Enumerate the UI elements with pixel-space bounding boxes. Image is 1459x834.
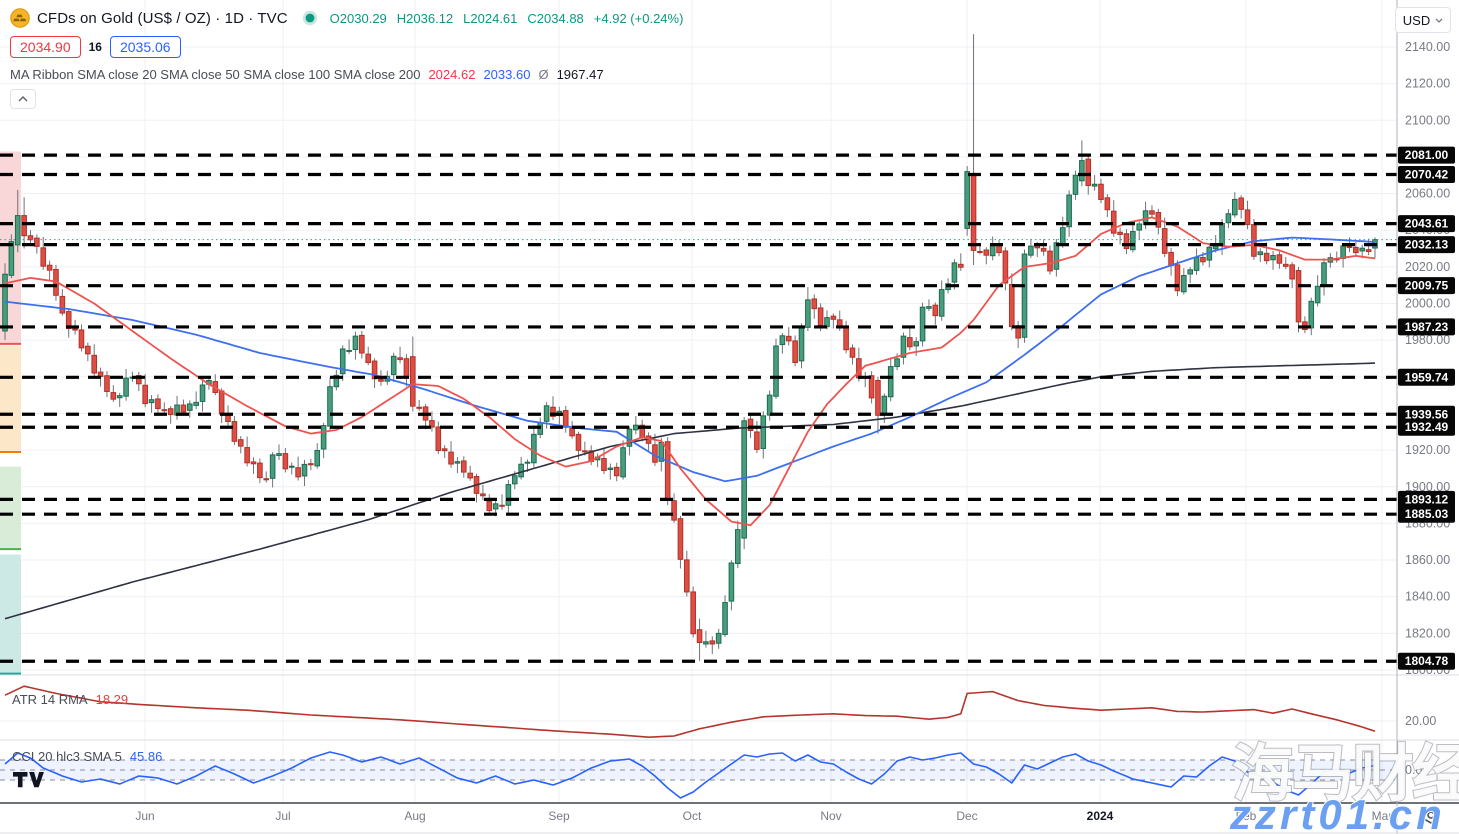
svg-text:1840.00: 1840.00 — [1405, 590, 1450, 604]
svg-text:2060.00: 2060.00 — [1405, 187, 1450, 201]
svg-text:zzrt01.cn: zzrt01.cn — [1229, 791, 1446, 834]
svg-text:0.00: 0.00 — [1405, 763, 1429, 777]
svg-text:2120.00: 2120.00 — [1405, 77, 1450, 91]
currency-label: USD — [1402, 12, 1431, 28]
open-value: O2030.29 — [329, 10, 387, 26]
atr-label: ATR 14 RMA — [12, 692, 88, 707]
ohlc-values: O2030.29 H2036.12 L2024.61 C2034.88 +4.9… — [330, 11, 684, 26]
symbol-title[interactable]: CFDs on Gold (US$ / OZ) · 1D · TVC — [37, 9, 288, 27]
symbol-legend: CFDs on Gold (US$ / OZ) · 1D · TVC O2030… — [10, 5, 683, 109]
currency-dropdown[interactable]: USD — [1395, 7, 1451, 33]
svg-text:1920.00: 1920.00 — [1405, 443, 1450, 457]
cci-legend: CCI 20 hlc3 SMA 5 45.86 — [12, 749, 162, 764]
svg-text:1980.00: 1980.00 — [1405, 333, 1450, 347]
average-symbol: Ø — [538, 67, 549, 82]
svg-text:Mar: Mar — [1372, 809, 1393, 823]
ma-ribbon-legend: MA Ribbon SMA close 20 SMA close 50 SMA … — [10, 67, 683, 82]
svg-text:1987.23: 1987.23 — [1405, 320, 1449, 334]
svg-text:1804.78: 1804.78 — [1405, 654, 1449, 668]
svg-text:2000.00: 2000.00 — [1405, 297, 1450, 311]
candles-layer — [2, 34, 1378, 661]
sma50-value: 2033.60 — [483, 67, 531, 82]
axis-settings-gear-icon[interactable] — [1423, 806, 1439, 824]
gold-coin-icon — [10, 8, 30, 28]
cci-label: CCI 20 hlc3 SMA 5 — [12, 749, 122, 764]
svg-text:1893.12: 1893.12 — [1405, 492, 1449, 506]
svg-text:2009.75: 2009.75 — [1405, 279, 1449, 293]
quote-row: 2034.90 16 2035.06 — [10, 36, 683, 58]
svg-text:Aug: Aug — [404, 809, 425, 823]
atr-legend: ATR 14 RMA 18.29 — [12, 692, 128, 707]
svg-text:2100.00: 2100.00 — [1405, 113, 1450, 127]
sma200-value: 1967.47 — [556, 67, 604, 82]
sell-button[interactable]: 2034.90 — [10, 36, 81, 58]
svg-text:Dec: Dec — [956, 809, 977, 823]
svg-text:Feb: Feb — [1236, 809, 1257, 823]
svg-text:1959.74: 1959.74 — [1405, 370, 1449, 384]
buy-button[interactable]: 2035.06 — [109, 36, 181, 58]
svg-text:2140.00: 2140.00 — [1405, 40, 1450, 54]
svg-text:1885.03: 1885.03 — [1405, 507, 1449, 521]
svg-text:Nov: Nov — [820, 809, 841, 823]
svg-text:2070.42: 2070.42 — [1405, 167, 1449, 181]
svg-text:2081.00: 2081.00 — [1405, 148, 1449, 162]
chevron-down-icon — [1435, 18, 1443, 23]
svg-text:Oct: Oct — [683, 809, 702, 823]
svg-text:2032.13: 2032.13 — [1405, 238, 1449, 252]
cci-value: 45.86 — [129, 749, 163, 764]
svg-text:20.00: 20.00 — [1405, 714, 1436, 728]
ma-lines-layer — [4, 216, 1376, 620]
legend-collapse-row — [10, 89, 683, 109]
chevron-up-icon — [18, 96, 28, 102]
change-value: +4.92 (+0.24%) — [593, 10, 684, 26]
high-value: H2036.12 — [396, 10, 454, 26]
cci-pane-layer — [0, 751, 1397, 799]
market-status-icon — [302, 10, 317, 26]
svg-text:1932.49: 1932.49 — [1405, 420, 1449, 434]
spread-value: 16 — [88, 40, 102, 54]
grid-layer — [0, 0, 1397, 803]
svg-text:1820.00: 1820.00 — [1405, 626, 1450, 640]
level-lines-layer[interactable] — [0, 153, 1397, 663]
svg-text:1939.56: 1939.56 — [1405, 407, 1449, 421]
ma-ribbon-label: MA Ribbon SMA close 20 SMA close 50 SMA … — [10, 67, 421, 82]
svg-text:Jul: Jul — [275, 809, 290, 823]
svg-text:2043.61: 2043.61 — [1405, 217, 1449, 231]
collapse-legend-button[interactable] — [10, 89, 36, 109]
svg-text:1900.00: 1900.00 — [1405, 480, 1450, 494]
low-value: L2024.61 — [463, 10, 518, 26]
svg-text:2024: 2024 — [1087, 809, 1114, 823]
atr-pane-layer — [4, 685, 1376, 738]
symbol-row: CFDs on Gold (US$ / OZ) · 1D · TVC O2030… — [10, 5, 683, 31]
sma20-value: 2024.62 — [428, 67, 476, 82]
svg-text:海马财经: 海马财经 — [1232, 740, 1459, 809]
svg-text:Sep: Sep — [548, 809, 570, 823]
atr-value: 18.29 — [95, 692, 129, 707]
svg-text:1860.00: 1860.00 — [1405, 553, 1450, 567]
close-value: C2034.88 — [527, 10, 584, 26]
svg-text:Jun: Jun — [135, 809, 154, 823]
svg-text:2020.00: 2020.00 — [1405, 260, 1450, 274]
time-axis[interactable]: Jun Jul Aug Sep Oct Nov Dec 2024 Feb Mar — [135, 809, 1392, 823]
tradingview-logo[interactable] — [13, 772, 44, 788]
price-axis[interactable]: 2140.002120.002100.002080.002060.002040.… — [1398, 40, 1455, 777]
